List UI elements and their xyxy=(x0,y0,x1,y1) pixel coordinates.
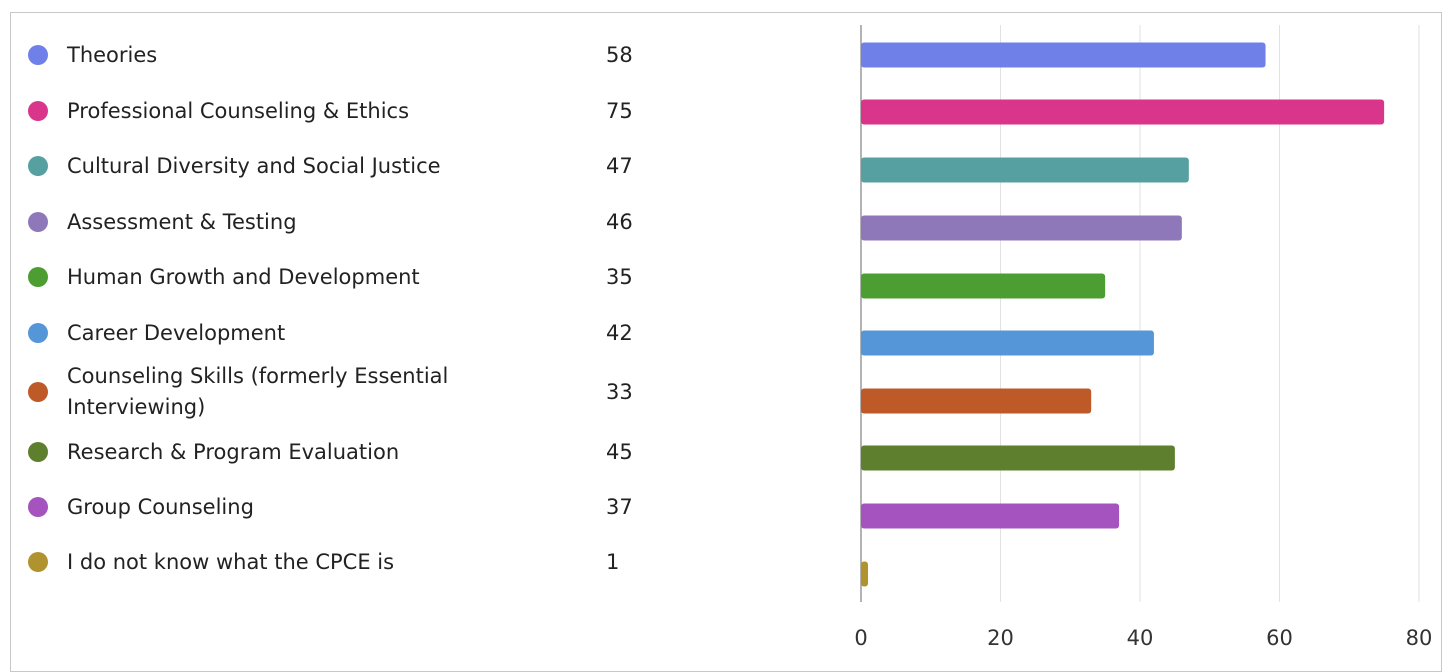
bar-chart: 0 20 40 60 80 xyxy=(854,25,1433,650)
legend-label: Theories xyxy=(67,42,158,67)
legend-value: 75 xyxy=(606,98,633,123)
bar[interactable] xyxy=(861,503,1120,529)
bar[interactable] xyxy=(861,445,1175,471)
bar[interactable] xyxy=(861,215,1182,241)
legend-label: Assessment & Testing xyxy=(67,209,297,234)
legend-label: Cultural Diversity and Social Justice xyxy=(67,153,441,178)
x-tick-label: 40 xyxy=(1127,626,1154,650)
x-tick-label: 20 xyxy=(987,626,1014,650)
x-tick-label: 0 xyxy=(854,626,867,650)
legend-dot-icon xyxy=(28,101,48,121)
legend-dot-icon xyxy=(28,323,48,343)
legend-label: Professional Counseling & Ethics xyxy=(67,98,410,123)
bar[interactable] xyxy=(861,42,1266,68)
legend-value: 33 xyxy=(606,379,633,404)
legend-value: 45 xyxy=(606,439,633,464)
legend-label: Career Development xyxy=(67,320,286,345)
legend-label: Research & Program Evaluation xyxy=(67,439,400,464)
legend-value: 58 xyxy=(606,42,633,67)
legend-dot-icon xyxy=(28,45,48,65)
x-tick-label: 80 xyxy=(1406,626,1433,650)
bar[interactable] xyxy=(861,157,1189,183)
x-tick-label: 60 xyxy=(1266,626,1293,650)
legend-dot-icon xyxy=(28,497,48,517)
legend-dot-icon xyxy=(28,212,48,232)
legend-value: 47 xyxy=(606,153,633,178)
legend-value: 1 xyxy=(606,549,620,574)
bar[interactable] xyxy=(861,561,868,587)
legend-dot-icon xyxy=(28,156,48,176)
legend-dot-icon xyxy=(28,267,48,287)
bar[interactable] xyxy=(861,388,1092,414)
legend-dot-icon xyxy=(28,552,48,572)
bar[interactable] xyxy=(861,273,1106,299)
bar[interactable] xyxy=(861,99,1385,125)
legend-value: 46 xyxy=(606,209,633,234)
bar[interactable] xyxy=(861,330,1154,356)
legend-label: Counseling Skills (formerly Essential In… xyxy=(67,364,449,419)
legend-label: Group Counseling xyxy=(67,494,254,519)
legend-label: Human Growth and Development xyxy=(67,264,420,289)
legend-value: 37 xyxy=(606,494,633,519)
legend-dot-icon xyxy=(28,382,48,402)
legend-value: 42 xyxy=(606,320,633,345)
legend-dot-icon xyxy=(28,442,48,462)
legend-value: 35 xyxy=(606,264,633,289)
legend-label: I do not know what the CPCE is xyxy=(67,549,395,574)
